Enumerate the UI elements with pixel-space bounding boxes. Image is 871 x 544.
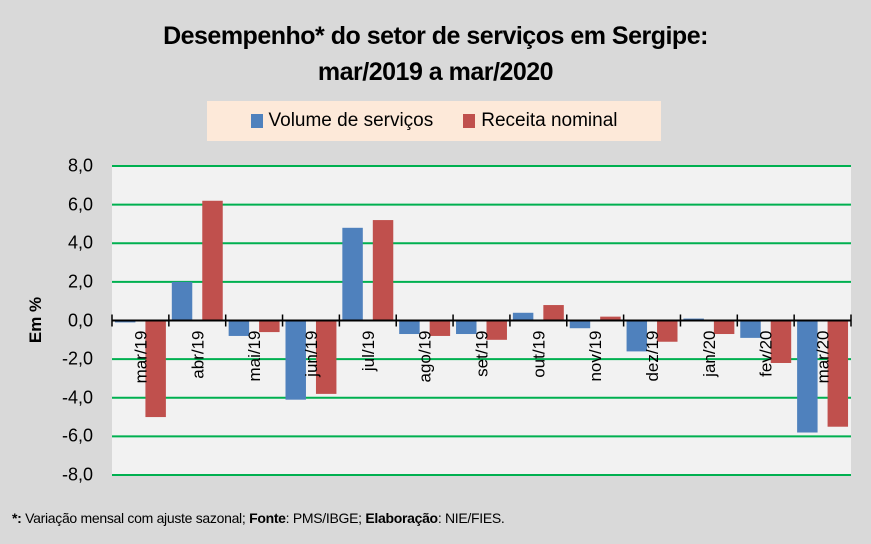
footnote-text2: : PMS/IBGE; — [285, 510, 366, 526]
y-tick-label: -8,0 — [61, 464, 93, 485]
x-tick-label: mar/19 — [131, 331, 150, 384]
bar-volume — [342, 227, 363, 321]
bar-receita — [827, 320, 849, 427]
bar-volume — [512, 312, 534, 321]
bar-volume — [171, 281, 193, 321]
bar-volume — [285, 320, 306, 400]
x-tick-label: abr/19 — [188, 331, 207, 379]
bar-volume — [626, 320, 648, 352]
bar-volume — [456, 320, 477, 335]
bar-volume — [740, 320, 761, 338]
x-tick-label: set/19 — [473, 331, 492, 377]
y-tick-label: -2,0 — [61, 348, 93, 369]
legend-label-volume: Volume de serviços — [268, 110, 434, 131]
y-tick-label: -4,0 — [61, 387, 93, 408]
legend-swatch-volume — [250, 114, 263, 128]
legend: Volume de serviços Receita nominal — [207, 101, 661, 141]
y-tick-label: 0,0 — [67, 310, 93, 330]
bar-volume — [399, 320, 420, 335]
x-tick-label: nov/19 — [586, 331, 605, 382]
bar-receita — [600, 316, 621, 321]
legend-item-volume: Volume de serviços — [250, 110, 434, 132]
y-tick-label: 6,0 — [67, 194, 93, 215]
legend-label-receita: Receita nominal — [481, 110, 618, 131]
bar-volume — [797, 320, 818, 433]
chart-title: Desempenho* do setor de serviços em Serg… — [0, 18, 871, 90]
x-tick-label: dez/19 — [643, 331, 662, 382]
bar-receita — [372, 220, 394, 321]
footnote-text1: Variação mensal com ajuste sazonal; — [21, 510, 250, 526]
y-tick-label: 2,0 — [67, 271, 93, 292]
x-tick-label: fev/20 — [757, 331, 776, 377]
bar-volume — [569, 320, 591, 329]
bar-receita — [713, 320, 735, 335]
bar-receita — [486, 320, 507, 340]
footnote-elaboracao-label: Elaboração — [365, 510, 438, 526]
x-tick-label: jul/19 — [359, 331, 378, 373]
footnote-text3: : NIE/FIES. — [437, 510, 505, 526]
footnote-star: *: — [12, 510, 22, 526]
bar-volume — [228, 320, 250, 336]
bar-receita — [202, 200, 223, 321]
bar-receita — [657, 320, 678, 342]
y-tick-label: 8,0 — [67, 155, 93, 176]
x-tick-label: jun/19 — [302, 331, 321, 378]
chart-title-line1: Desempenho* do setor de serviços em Serg… — [163, 22, 708, 50]
bar-receita — [315, 320, 337, 394]
footnote-fonte-label: Fonte — [249, 510, 286, 526]
legend-swatch-receita — [463, 114, 476, 128]
footnote: *: Variação mensal com ajuste sazonal; F… — [12, 510, 505, 526]
bar-receita — [259, 320, 280, 333]
chart-title-line2: mar/2019 a mar/2020 — [317, 58, 554, 86]
legend-item-receita: Receita nominal — [463, 110, 618, 132]
y-tick-label: -6,0 — [61, 425, 93, 446]
x-tick-label: jan/20 — [700, 331, 719, 378]
bar-receita — [145, 320, 166, 418]
x-tick-label: mai/19 — [245, 331, 264, 382]
bar-receita — [770, 320, 792, 363]
bar-receita — [543, 305, 564, 321]
y-tick-label: 4,0 — [67, 232, 93, 253]
x-tick-label: mar/20 — [814, 331, 833, 384]
bar-receita — [429, 320, 451, 336]
x-tick-label: out/19 — [529, 331, 548, 378]
x-tick-label: ago/19 — [416, 331, 435, 383]
